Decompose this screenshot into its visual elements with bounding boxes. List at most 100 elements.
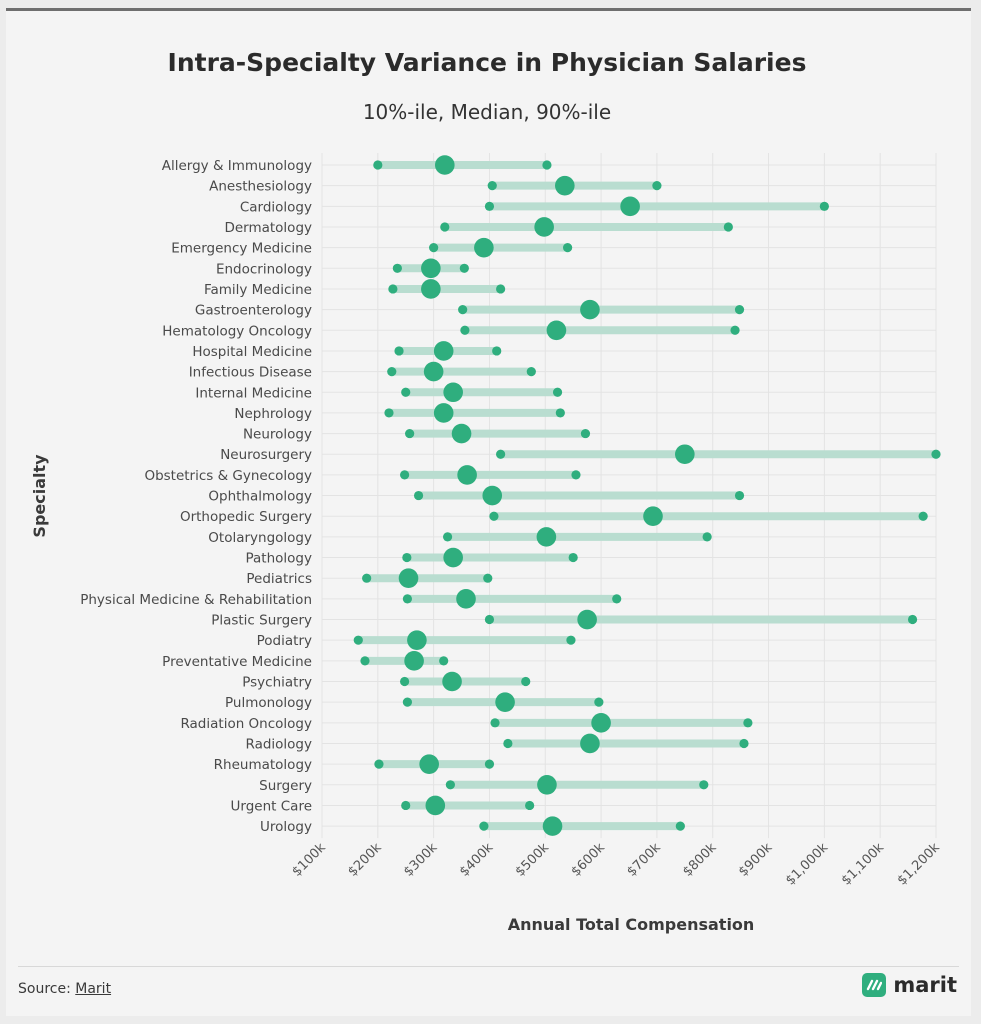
category-label: Cardiology [240,199,312,215]
p90-point [739,738,749,749]
x-tick-label: $100k [289,840,329,880]
median-point [537,775,557,795]
x-tick-label: $200k [345,840,385,880]
p90-point [931,449,941,459]
median-point [643,506,663,527]
median-point [457,465,477,485]
p90-point [483,573,493,583]
p10-point [479,821,489,831]
p90-point [702,532,712,542]
p90-point [918,511,928,521]
p10-point [503,738,513,749]
p10-point [394,346,404,356]
category-label: Hematology Oncology [162,323,312,339]
p10-point [402,594,413,604]
p90-point [563,243,573,253]
p10-point [484,201,495,211]
median-point [404,651,424,671]
category-label: Podiatry [257,633,312,649]
median-point [534,217,554,237]
p90-point [484,759,495,769]
data-points [353,155,941,836]
source-note: Source: Marit [18,981,111,997]
p10-point [400,470,410,480]
p90-point [555,408,565,418]
x-tick-label: $300k [401,840,441,880]
p10-point [402,552,412,563]
chart-title: Intra-Specialty Variance in Physician Sa… [168,48,807,77]
median-point [577,609,597,630]
p90-point [492,346,502,356]
p90-point [521,676,531,687]
p10-point [458,305,468,315]
category-label: Pulmonology [225,695,312,711]
median-point [675,444,695,465]
median-point [443,547,463,568]
p90-point [907,614,918,625]
category-label: Obstetrics & Gynecology [144,468,312,484]
median-point [591,713,611,733]
p90-point [652,181,662,191]
p90-point [496,284,506,294]
x-tick-label: $600k [569,840,609,880]
median-point [442,671,462,692]
p10-point [374,759,384,769]
p10-point [429,243,439,253]
x-tick-label: $500k [513,840,553,880]
median-point [580,733,600,754]
median-point [398,568,419,588]
p10-point [445,780,455,790]
x-tick-label: $1,000k [783,840,831,888]
p10-point [460,325,470,335]
category-label: Ophthalmology [208,489,312,505]
footer-divider [18,966,959,967]
category-label: Infectious Disease [189,365,312,381]
p10-point [400,676,410,687]
category-label: Family Medicine [204,282,312,298]
category-label: Neurology [243,427,312,443]
p10-point [487,181,497,191]
x-tick-label: $900k [736,840,776,880]
source-link[interactable]: Marit [75,981,112,997]
median-point [433,403,454,423]
category-label: Plastic Surgery [211,613,312,629]
p10-point [402,697,413,707]
median-point [425,795,446,816]
p10-point [362,573,372,583]
p10-point [384,408,394,418]
x-tick-label: $700k [624,840,664,880]
p90-point [612,594,622,604]
median-point [433,341,454,361]
p10-point [353,635,363,645]
category-label: Nephrology [234,406,312,422]
category-label: Dermatology [224,220,312,236]
p10-point [392,263,402,273]
p90-point [568,552,578,563]
p90-point [525,800,535,811]
median-point [495,692,515,712]
x-tick-label: $1,100k [839,840,887,888]
category-label: Hospital Medicine [192,344,312,360]
chart-subtitle: 10%-ile, Median, 90%-ile [363,100,611,124]
category-label: Pathology [246,551,313,567]
p10-point [401,387,411,397]
x-axis-title: Annual Total Compensation [508,915,755,934]
chart-card: Intra-Specialty Variance in Physician Sa… [6,8,971,1016]
median-point [451,423,472,444]
category-label: Radiation Oncology [180,716,312,732]
p10-point [360,656,370,666]
p90-point [542,160,552,170]
category-label: Pediatrics [246,571,312,587]
marit-logo[interactable]: marit [862,973,957,997]
y-axis-title: Specialty [30,454,49,538]
p90-point [566,635,576,645]
category-label: Orthopedic Surgery [180,509,312,525]
p90-point [552,387,563,397]
category-label: Anesthesiology [209,179,312,195]
p90-point [743,718,753,728]
median-point [443,382,463,403]
source-prefix: Source: [18,981,71,997]
median-point [482,485,503,506]
p90-point [819,201,829,211]
p90-point [734,305,745,315]
